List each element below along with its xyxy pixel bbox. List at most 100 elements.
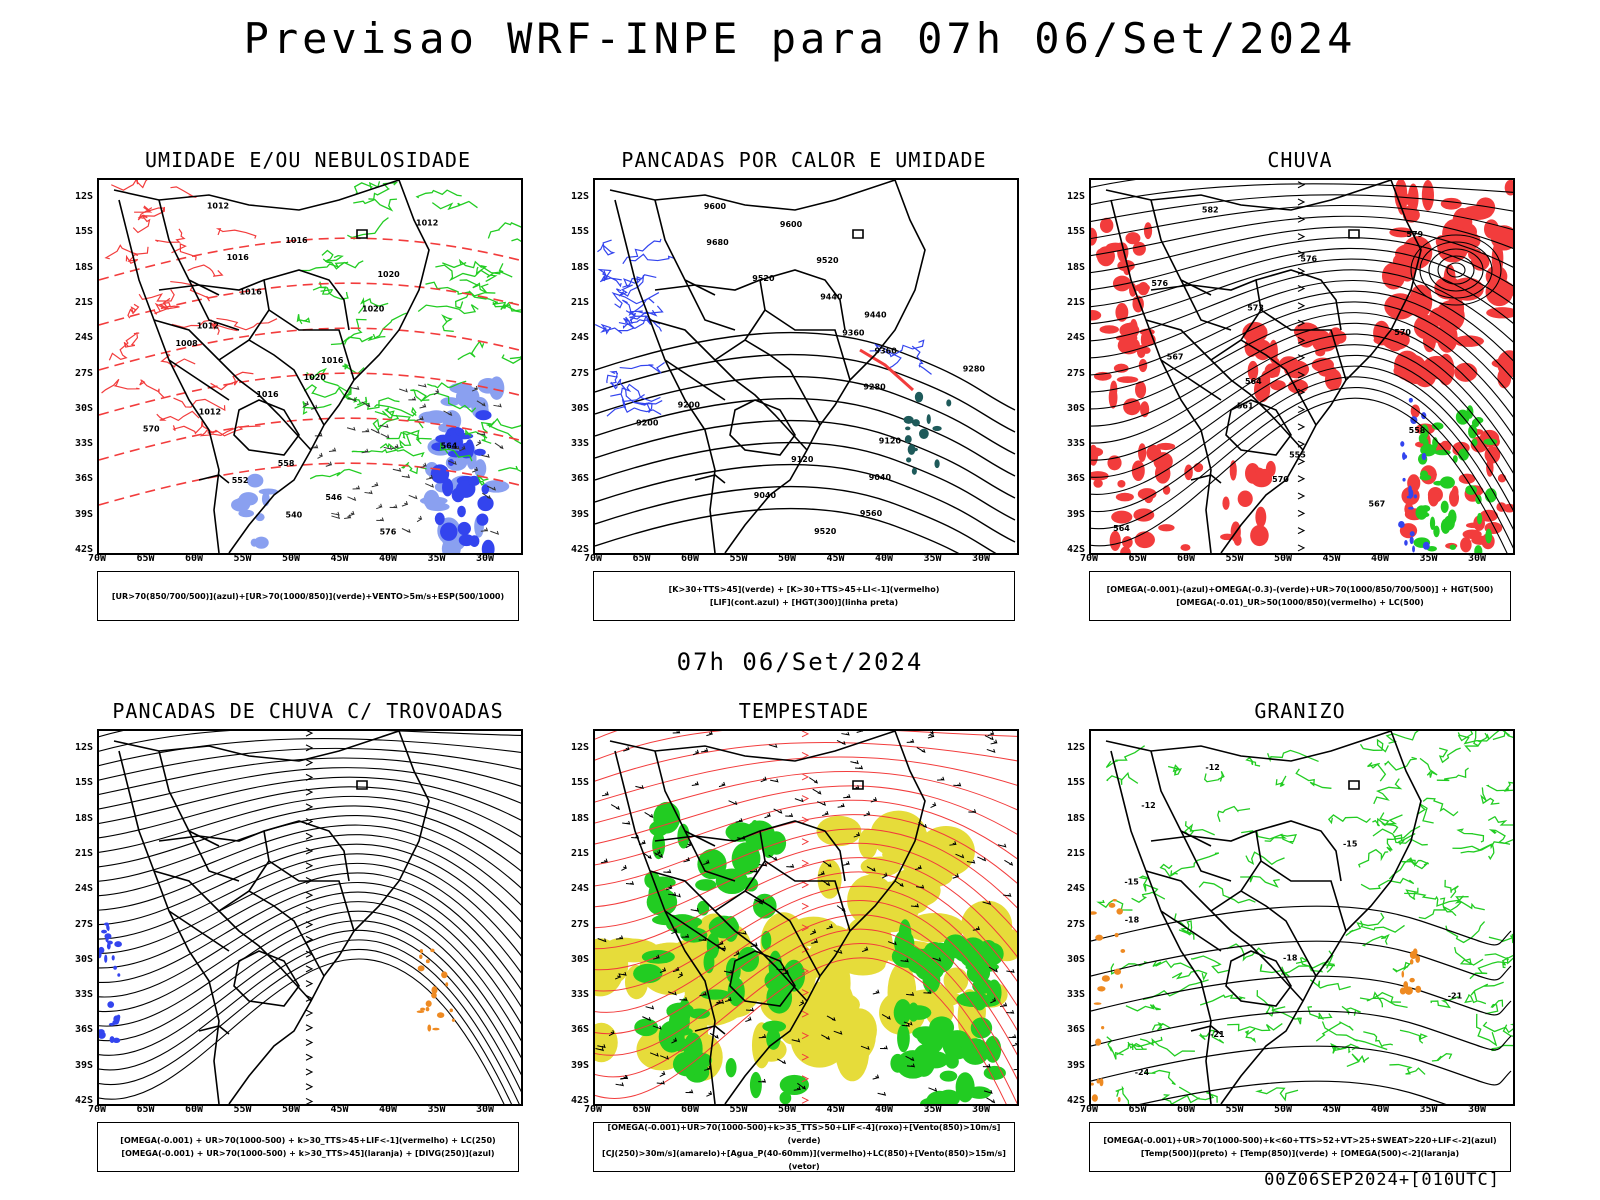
shaded-cell [962, 944, 987, 963]
lat-tick-label: 39S [1066, 508, 1085, 520]
wind-arrow [866, 866, 876, 872]
shaded-cell [1402, 477, 1406, 482]
lon-tick-label: 35W [427, 553, 446, 564]
contour-line [216, 317, 278, 331]
lat-tick-label: 27S [1066, 918, 1085, 930]
border-line [1210, 359, 1304, 451]
contour-label: 579 [1406, 230, 1423, 239]
dashed-contour [99, 417, 520, 461]
contour-label: -12 [1141, 801, 1155, 810]
wind-arrow [836, 739, 846, 746]
wind-arrow [433, 388, 440, 396]
lat-tick-label: 24S [1066, 883, 1085, 895]
contour-line [1106, 1036, 1124, 1060]
wind-arrow [350, 386, 360, 391]
wind-arrow [821, 1034, 831, 1041]
wind-arrow [391, 444, 399, 450]
lon-tick-label: 60W [184, 553, 204, 564]
lat-tick-label: 18S [74, 261, 93, 273]
shaded-cell [1120, 949, 1126, 953]
wind-arrow [681, 933, 690, 938]
streamline [1091, 387, 1513, 549]
contour-line [618, 315, 661, 329]
streamline [1091, 215, 1513, 257]
lon-tick-label: 60W [184, 1104, 204, 1115]
contour-label: 1012 [197, 322, 219, 331]
wind-arrow [376, 517, 385, 522]
contour-label: 9520 [814, 527, 837, 536]
contour-line [606, 370, 619, 384]
streamline [99, 853, 521, 957]
dashed-contour [99, 237, 520, 281]
contour-label: 9040 [869, 473, 892, 482]
lon-tick-label: 40W [875, 553, 894, 564]
shaded-cell [1433, 525, 1440, 538]
wind-arrow [777, 1058, 787, 1065]
lon-tick-label: 45W [826, 1104, 845, 1115]
lon-tick-label: 40W [875, 1104, 894, 1115]
contour-line [386, 407, 424, 429]
wind-arrow [955, 853, 965, 859]
wind-arrow [810, 929, 817, 935]
legend-line: [OMEGA(-0.001) + UR>70(1000-500) + k>30_… [121, 1149, 495, 1158]
stream-arrow [1297, 233, 1306, 241]
map-frame: 582 579 576 576 573 570 567 564 561 558 555 570 567 5… [1089, 178, 1515, 555]
lon-tick-label: 45W [330, 553, 349, 564]
contour-line [1138, 875, 1159, 895]
wind-arrow [653, 954, 660, 960]
shaded-cell [1100, 988, 1104, 992]
wind-arrow [348, 510, 355, 517]
shaded-cell [688, 1008, 711, 1019]
contour-line [881, 339, 925, 358]
shaded-cell [1447, 509, 1457, 525]
wind-arrow [916, 747, 926, 753]
shaded-cell [1471, 438, 1478, 447]
contour-line [415, 189, 462, 199]
border-line [759, 269, 846, 331]
stream-arrow [305, 965, 314, 973]
lat-tick-label: 12S [74, 742, 93, 753]
stream-arrow [801, 816, 810, 824]
contour-line [1464, 994, 1487, 1005]
wind-arrow [880, 1045, 888, 1050]
stream-arrow [305, 935, 314, 943]
contour-line [1367, 762, 1387, 782]
legend-line: [CJ(250)>30m/s](amarelo)+[Agua_P(40-60mm… [602, 1149, 1006, 1171]
lon-tick-label: 60W [680, 553, 700, 564]
wind-arrow [733, 950, 740, 957]
contour-line [132, 207, 153, 234]
shaded-cell [917, 825, 975, 877]
height-contour [595, 375, 1016, 455]
shaded-cell [99, 946, 105, 954]
wind-arrow [905, 1055, 915, 1062]
shaded-cell [440, 522, 458, 541]
wind-arrow [770, 778, 779, 783]
contour-line [1295, 957, 1324, 973]
wind-arrow [860, 1045, 870, 1050]
stream-arrow [1297, 285, 1306, 292]
map-frame: 1012 1012 1016 1016 1020 1016 1020 1012 1008 1016… [97, 178, 523, 555]
lon-tick-label: 65W [1128, 553, 1147, 564]
border-line [233, 950, 300, 1007]
wind-arrow [812, 788, 822, 795]
shaded-cell [906, 1005, 932, 1020]
contour-line [1127, 1041, 1147, 1051]
legend-line: [OMEGA(-0.001) + UR>70(1000-500) + k>30_… [120, 1136, 496, 1145]
shaded-cell [1412, 545, 1415, 553]
height-contour [595, 331, 1016, 411]
humidity-high-fill [430, 410, 495, 553]
stream-arrow [1297, 423, 1306, 431]
wind-arrow [471, 385, 479, 392]
shaded-cell [907, 444, 916, 455]
wind-arrow [716, 940, 724, 946]
contour-line [321, 249, 344, 262]
shaded-cell [1142, 347, 1151, 354]
contour-line [351, 448, 397, 454]
streamline [1091, 333, 1513, 456]
border-line [356, 780, 368, 790]
lat-tick-label: 21S [74, 296, 93, 308]
wind-arrow [347, 496, 357, 502]
wind-arrow [408, 494, 418, 500]
contour-line [1488, 936, 1513, 943]
streamline [595, 885, 1017, 1007]
